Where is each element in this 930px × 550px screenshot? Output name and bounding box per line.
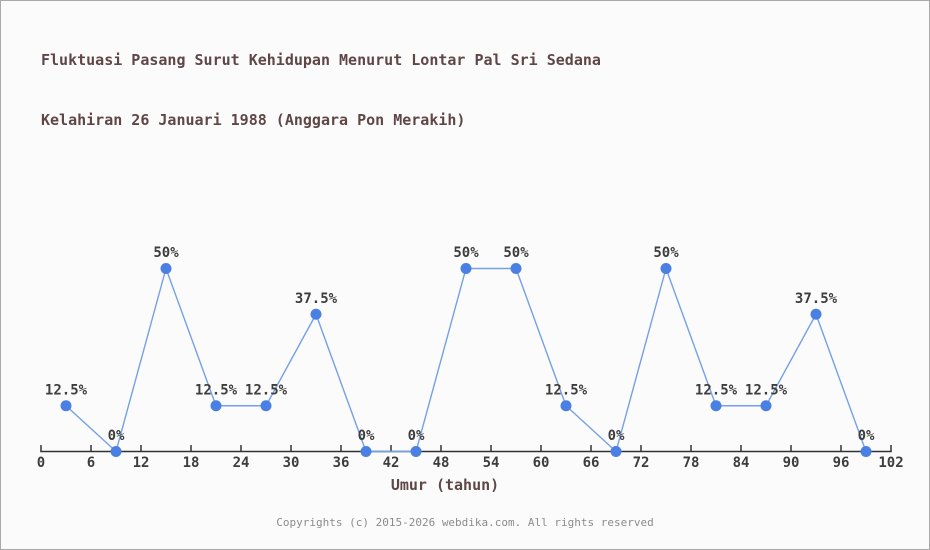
x-axis-tick-label: 84 [733, 455, 750, 471]
data-point-label: 50% [653, 245, 679, 261]
series-line [65, 266, 867, 453]
data-point-label: 0% [858, 428, 875, 444]
x-axis-label: Umur (tahun) [390, 476, 500, 494]
x-axis-tick-label: 12 [133, 455, 150, 471]
data-point-label: 0% [608, 428, 625, 444]
x-axis-tick-label: 60 [533, 455, 550, 471]
data-point [860, 446, 872, 457]
data-point-label: 12.5% [695, 382, 738, 398]
data-point-label: 12.5% [45, 382, 88, 398]
data-point-label: 12.5% [195, 382, 238, 398]
x-axis-tick-label: 72 [633, 455, 650, 471]
data-point-label: 12.5% [545, 382, 588, 398]
copyright-text: Copyrights (c) 2015-2026 webdika.com. Al… [276, 516, 654, 529]
data-point [610, 446, 622, 457]
data-point-label: 12.5% [745, 382, 788, 398]
data-point-label: 0% [108, 428, 125, 444]
chart-title-line1: Fluktuasi Pasang Surut Kehidupan Menurut… [41, 51, 601, 69]
data-point [210, 400, 222, 412]
data-point [160, 263, 172, 274]
x-axis-tick-label: 78 [683, 455, 700, 471]
x-axis-tick-label: 42 [383, 455, 400, 471]
chart-title: Fluktuasi Pasang Surut Kehidupan Menurut… [41, 10, 601, 170]
x-axis-tick-label: 102 [878, 455, 903, 471]
data-point [810, 308, 822, 320]
x-axis-tick-label: 36 [333, 455, 350, 471]
x-axis-tick-label: 30 [283, 455, 300, 471]
chart-title-line2: Kelahiran 26 Januari 1988 (Anggara Pon M… [41, 111, 466, 129]
data-point-label: 37.5% [795, 291, 838, 307]
x-axis-tick-label: 66 [583, 455, 600, 471]
data-point [310, 308, 322, 320]
data-point [410, 446, 422, 457]
data-point [710, 400, 722, 412]
x-axis-tick-label: 96 [833, 455, 850, 471]
x-axis-tick-label: 24 [233, 455, 250, 471]
data-point [660, 263, 672, 274]
x-axis-tick-label: 90 [783, 455, 800, 471]
x-axis-tick-label: 6 [87, 455, 95, 471]
data-point-label: 50% [503, 245, 529, 261]
data-point [110, 446, 122, 457]
x-axis-tick-label: 18 [183, 455, 200, 471]
data-point [260, 400, 272, 412]
data-point [460, 263, 472, 274]
data-point-label: 50% [453, 245, 479, 261]
data-point [60, 400, 72, 412]
data-point [560, 400, 572, 412]
x-axis-tick-label: 54 [483, 455, 500, 471]
data-point-label: 0% [408, 428, 425, 444]
x-axis-tick-label: 0 [37, 455, 45, 471]
data-point-label: 12.5% [245, 382, 288, 398]
data-point-label: 37.5% [295, 291, 338, 307]
data-point-label: 0% [358, 428, 375, 444]
x-axis-tick-label: 48 [433, 455, 450, 471]
data-point [760, 400, 772, 412]
data-point [360, 446, 372, 457]
data-point-label: 50% [153, 245, 179, 261]
data-point [510, 263, 522, 274]
